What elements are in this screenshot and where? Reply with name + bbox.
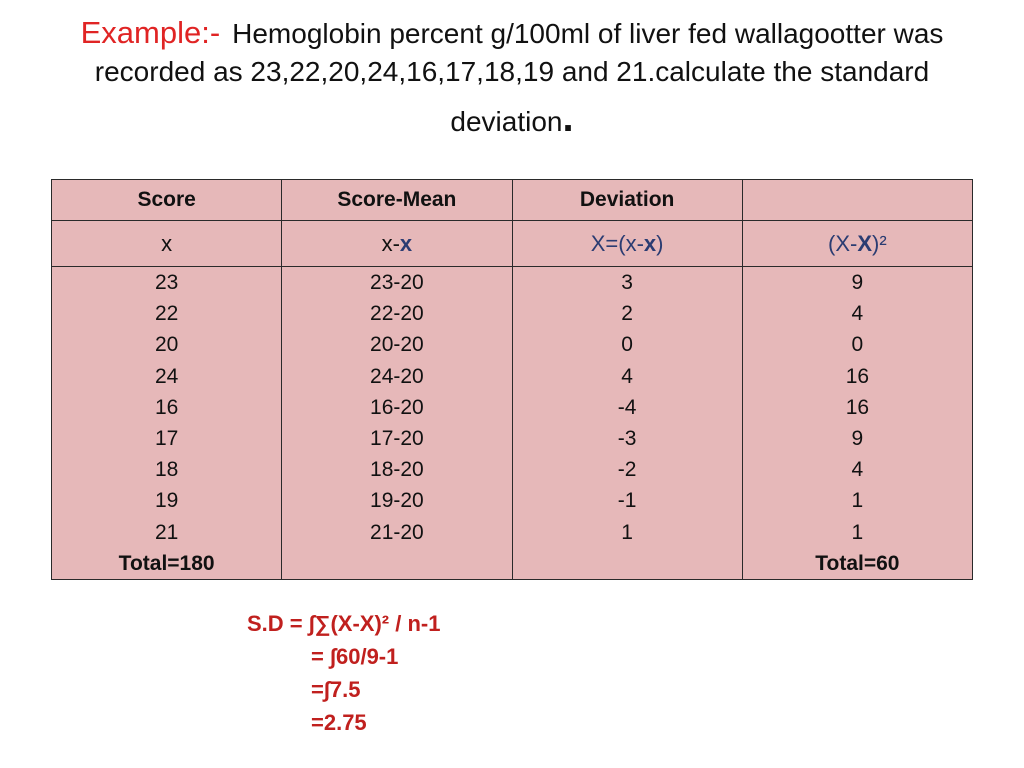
symbol-squared: (X-X)² xyxy=(741,220,974,267)
deviation-value: 2 xyxy=(621,302,633,326)
deviation-value: 0 xyxy=(621,333,633,357)
problem-line-2: recorded as 23,22,20,24,16,17,18,19 and … xyxy=(94,56,930,87)
squared-value: 9 xyxy=(851,271,864,294)
squared-value: 1 xyxy=(851,489,864,513)
symbol-squared-bold: X xyxy=(857,230,873,256)
symbol-deviation-pre: X=(x- xyxy=(590,230,644,256)
header-score: Score xyxy=(50,179,283,221)
standard-deviation-table: Score Score-Mean Deviation x x-x X=(x-x)… xyxy=(50,179,974,581)
symbol-deviation-bold: x xyxy=(643,230,657,256)
formula-line-3: =∫7.5 xyxy=(311,677,361,702)
deviation-value: 4 xyxy=(621,364,633,388)
symbol-mean-bold: x xyxy=(399,230,413,256)
score-value: 20 xyxy=(154,333,179,357)
deviation-value: -4 xyxy=(617,395,637,419)
score-value: 17 xyxy=(154,427,179,451)
score-value: 19 xyxy=(154,489,179,513)
problem-line-1: Hemoglobin percent g/100ml of liver fed … xyxy=(232,18,944,49)
squared-value: 4 xyxy=(851,458,864,482)
symbol-x: x xyxy=(50,220,283,267)
symbol-squared-post: )² xyxy=(872,230,887,256)
example-label: Example:- xyxy=(80,15,221,50)
deviation-value: -2 xyxy=(617,458,637,482)
squared-value: 9 xyxy=(851,427,864,451)
deviation-value: 1 xyxy=(621,520,633,544)
symbol-deviation-post: ) xyxy=(656,230,664,256)
score-minus-mean-value: 17-20 xyxy=(370,427,424,451)
squared-value: 0 xyxy=(851,333,864,357)
score-minus-mean-value: 18-20 xyxy=(370,458,424,482)
score-value: 18 xyxy=(154,458,179,482)
formula-line-4: =2.75 xyxy=(311,710,367,735)
squared-total: Total=60 xyxy=(815,551,900,575)
score-value: 23 xyxy=(154,271,179,294)
problem-line-3: deviation. xyxy=(20,98,1004,141)
squared-deviation-column: 9 4 0 16 16 9 4 1 1 Total=60 xyxy=(741,265,974,581)
formula-line-1: S.D = ∫∑(X-X)² / n-1 xyxy=(247,611,441,636)
table-data-row: 23 22 20 24 16 17 18 19 21 Total=180 23-… xyxy=(50,265,974,581)
score-minus-mean-value: 22-20 xyxy=(370,302,424,326)
symbol-squared-pre: (X- xyxy=(828,230,858,256)
deviation-column: 3 2 0 4 -4 -3 -2 -1 1 xyxy=(511,265,743,581)
header-deviation: Deviation xyxy=(511,179,743,221)
score-minus-mean-value: 21-20 xyxy=(370,520,424,544)
score-value: 16 xyxy=(154,395,179,419)
header-squared xyxy=(741,179,974,221)
symbol-x-minus-mean-pre: x- xyxy=(381,230,400,256)
sd-formula: S.D = ∫∑(X-X)² / n-1 = ∫60/9-1 =∫7.5 =2.… xyxy=(247,607,440,739)
score-minus-mean-value: 20-20 xyxy=(370,333,424,357)
formula-line-2: = ∫60/9-1 xyxy=(311,644,399,669)
score-minus-mean-value: 19-20 xyxy=(370,489,424,513)
score-total: Total=180 xyxy=(118,551,215,575)
score-value: 24 xyxy=(154,364,179,388)
table-header-row: Score Score-Mean Deviation xyxy=(50,179,974,221)
squared-value: 16 xyxy=(845,364,870,388)
header-score-mean: Score-Mean xyxy=(281,179,513,221)
squared-value: 4 xyxy=(851,302,864,326)
deviation-value: -1 xyxy=(617,489,637,513)
score-value: 22 xyxy=(154,302,179,326)
table-symbol-row: x x-x X=(x-x) (X-X)² xyxy=(50,220,974,267)
squared-value: 16 xyxy=(845,395,870,419)
symbol-deviation: X=(x-x) xyxy=(511,220,743,267)
score-minus-mean-column: 23-20 22-20 20-20 24-20 16-20 17-20 18-2… xyxy=(281,265,513,581)
problem-period: . xyxy=(562,96,574,140)
squared-value: 1 xyxy=(851,520,864,544)
deviation-value: 3 xyxy=(621,271,633,294)
scores-column: 23 22 20 24 16 17 18 19 21 Total=180 xyxy=(50,265,283,581)
score-minus-mean-value: 16-20 xyxy=(370,395,424,419)
deviation-value: -3 xyxy=(617,427,637,451)
symbol-x-minus-mean: x-x xyxy=(281,220,513,267)
problem-statement: Example:- Hemoglobin percent g/100ml of l… xyxy=(20,14,1004,141)
score-minus-mean-value: 24-20 xyxy=(370,364,424,388)
score-value: 21 xyxy=(154,520,179,544)
problem-line-3-text: deviation xyxy=(450,106,563,137)
score-minus-mean-value: 23-20 xyxy=(370,271,424,294)
